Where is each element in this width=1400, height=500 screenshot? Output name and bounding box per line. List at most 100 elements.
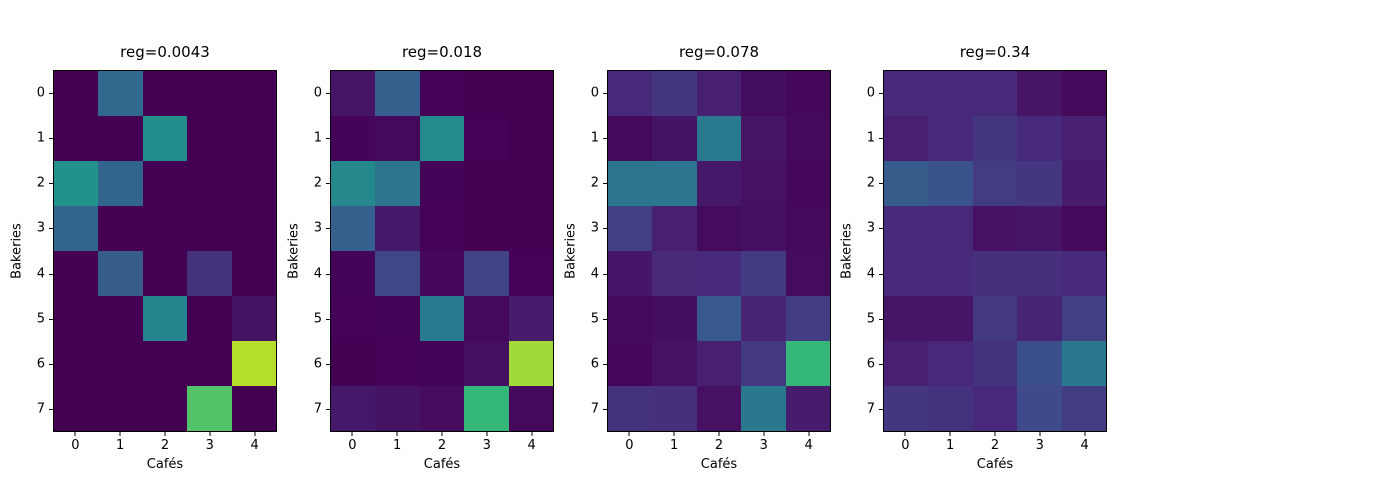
heatmap-cell: [231, 296, 276, 341]
y-tick-label: 6: [866, 356, 875, 372]
heatmap-cell: [1017, 161, 1062, 206]
heatmap-cell: [142, 206, 188, 251]
heatmap-subplot-3: reg=0.078 Bakeries Cafés 0 1 2 3 4 5 6 7 0 1 2 3 4: [564, 43, 831, 472]
heatmap-cell: [785, 116, 830, 161]
heatmap-cell: [508, 386, 553, 431]
heatmap-cell: [231, 251, 276, 296]
heatmap-cell: [741, 251, 786, 296]
y-tick-mark: [879, 183, 883, 185]
y-tick-mark: [49, 228, 53, 230]
x-tick-mark: [486, 432, 488, 436]
y-axis-label: Bakeries: [563, 223, 579, 279]
x-tick-label: 0: [901, 438, 910, 453]
y-tick-mark: [603, 92, 607, 94]
heatmap-cell: [98, 206, 143, 251]
y-tick-mark: [879, 137, 883, 139]
heatmap-cell: [741, 161, 786, 206]
x-tick-label: 1: [670, 438, 679, 453]
y-tick-mark: [49, 273, 53, 275]
y-tick-label: 3: [36, 220, 45, 236]
heatmap-cell: [508, 206, 553, 251]
y-tick-mark: [879, 364, 883, 366]
heatmap-cell: [187, 71, 232, 116]
heatmap-cell: [464, 116, 509, 161]
x-tick-mark: [808, 432, 810, 436]
heatmap-cell: [187, 296, 232, 341]
y-axis-label: Bakeries: [286, 223, 302, 279]
x-tick-mark: [904, 432, 906, 436]
heatmap-cell: [98, 161, 143, 206]
x-tick-mark: [119, 432, 121, 436]
heatmap-cell: [608, 161, 653, 206]
heatmap-cell: [375, 116, 420, 161]
heatmap-cell: [696, 386, 742, 431]
heatmap-cell: [375, 341, 420, 386]
heatmap-cell: [331, 71, 376, 116]
heatmap-cell: [54, 386, 99, 431]
y-tick-mark: [326, 183, 330, 185]
y-tick-mark: [49, 92, 53, 94]
heatmap-cell: [785, 386, 830, 431]
heatmap-cell: [508, 71, 553, 116]
heatmap-cell: [98, 251, 143, 296]
heatmap-cell: [187, 206, 232, 251]
y-tick-mark: [326, 228, 330, 230]
heatmap-cell: [1017, 71, 1062, 116]
heatmap-cell: [464, 341, 509, 386]
y-tick-label: 3: [590, 220, 599, 236]
heatmap-cell: [54, 71, 99, 116]
y-tick-mark: [326, 92, 330, 94]
y-tick-label: 0: [36, 85, 45, 101]
heatmap-cell: [696, 71, 742, 116]
y-tick-mark: [879, 318, 883, 320]
y-tick-label: 0: [866, 85, 875, 101]
heatmap-cell: [187, 386, 232, 431]
heatmap-cell: [785, 251, 830, 296]
y-tick-label: 7: [313, 401, 322, 417]
heatmap-cell: [98, 386, 143, 431]
heatmap-cell: [1017, 341, 1062, 386]
heatmap-cell: [464, 71, 509, 116]
heatmap-cell: [785, 161, 830, 206]
heatmap-cell: [375, 251, 420, 296]
heatmap-cell: [608, 296, 653, 341]
subplot-title: reg=0.0043: [120, 43, 210, 61]
heatmap-cell: [741, 71, 786, 116]
y-tick-mark: [603, 228, 607, 230]
heatmap-cell: [54, 296, 99, 341]
heatmap-cell: [1017, 386, 1062, 431]
x-tick-mark: [254, 432, 256, 436]
heatmap-cell: [1017, 296, 1062, 341]
heatmap-cell: [464, 161, 509, 206]
heatmap-cell: [785, 296, 830, 341]
y-tick-label: 5: [36, 311, 45, 327]
x-axis-label: Cafés: [700, 457, 738, 472]
heatmap-cell: [419, 251, 465, 296]
heatmap-cell: [608, 71, 653, 116]
y-tick-mark: [49, 318, 53, 320]
heatmap-cell: [1061, 161, 1106, 206]
x-tick-label: 4: [1080, 438, 1089, 453]
x-tick-mark: [441, 432, 443, 436]
heatmap-cell: [98, 116, 143, 161]
heatmap-cell: [1061, 296, 1106, 341]
y-tick-label: 1: [313, 130, 322, 146]
y-tick-mark: [49, 364, 53, 366]
heatmap-cell: [98, 341, 143, 386]
heatmap-cell: [652, 251, 697, 296]
x-tick-label: 4: [250, 438, 259, 453]
y-tick-mark: [603, 364, 607, 366]
y-axis-label: Bakeries: [839, 223, 855, 279]
heatmap-cell: [464, 386, 509, 431]
x-tick-mark: [763, 432, 765, 436]
heatmap-cell: [331, 116, 376, 161]
y-tick-label: 1: [36, 130, 45, 146]
y-tick-mark: [879, 409, 883, 411]
y-tick-label: 7: [36, 401, 45, 417]
heatmap-cell: [884, 116, 929, 161]
y-tick-mark: [49, 137, 53, 139]
heatmap-cell: [508, 161, 553, 206]
heatmap-cell: [331, 386, 376, 431]
heatmap-cell: [884, 296, 929, 341]
